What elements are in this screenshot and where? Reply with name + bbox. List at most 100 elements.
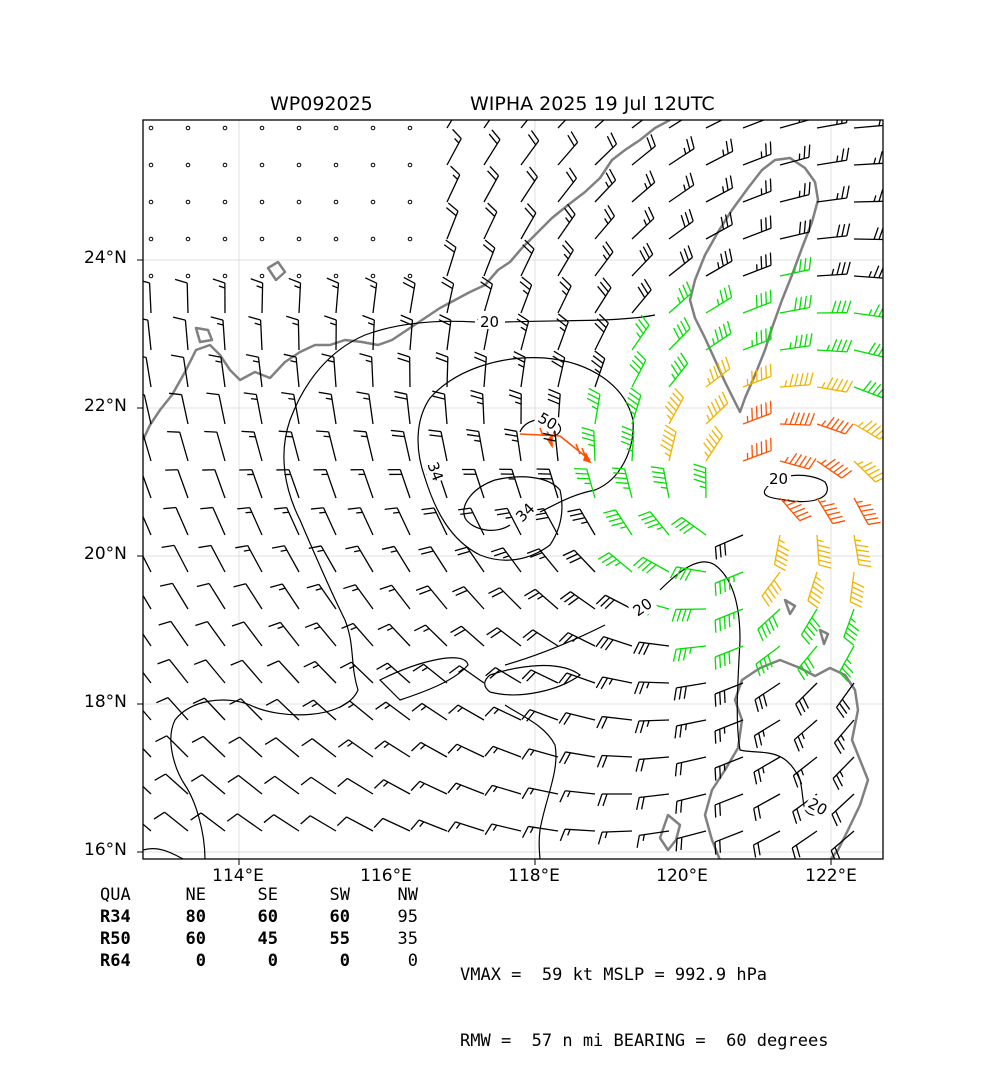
wind-barb	[630, 351, 646, 387]
wind-barb	[202, 470, 225, 498]
wind-barb	[411, 820, 447, 831]
wind-barb	[632, 315, 649, 350]
lon-label-116e: 116°E	[346, 866, 426, 886]
wind-barb	[484, 130, 500, 165]
wind-barb	[567, 509, 595, 535]
wind-barb	[743, 253, 771, 276]
wind-barb	[808, 572, 824, 608]
header-sw: SW	[278, 884, 350, 906]
wind-barb	[669, 136, 694, 165]
wind-barb	[378, 624, 410, 646]
wind-barb	[385, 508, 410, 535]
wind-barb	[715, 794, 743, 818]
wind-barb	[471, 391, 484, 424]
row-label: R50	[100, 928, 144, 950]
contour-label-34-south: 34	[512, 499, 538, 525]
calm-marker	[223, 200, 227, 204]
coastline	[143, 120, 868, 860]
wind-barb	[411, 781, 447, 794]
wind-barb	[173, 317, 188, 350]
value-nw: 35	[350, 928, 418, 950]
lat-label-24n: 24°N	[84, 248, 134, 268]
wind-barb	[169, 393, 188, 424]
wind-barb	[126, 507, 151, 535]
wind-radii-row-r34: R34 80 60 60 95	[100, 906, 418, 928]
wind-barb	[563, 550, 595, 572]
header-qua: QUA	[100, 884, 144, 906]
wind-barb	[831, 831, 854, 862]
wind-barb	[522, 788, 558, 799]
wind-barb	[447, 129, 461, 165]
calm-marker	[149, 126, 153, 130]
wind-barb	[128, 470, 151, 498]
wind-barb	[359, 354, 373, 387]
wind-barb	[488, 588, 521, 609]
wind-barb	[817, 262, 850, 276]
wind-barb	[704, 426, 723, 461]
wind-barb	[559, 673, 595, 685]
calm-marker	[149, 163, 153, 167]
wind-barb	[159, 621, 188, 646]
calm-marker	[297, 163, 301, 167]
wind-barb	[485, 707, 521, 720]
wind-barb	[669, 317, 690, 350]
wind-barb	[444, 240, 456, 276]
wind-barb	[121, 659, 151, 683]
wind-barb	[817, 110, 848, 128]
wind-barb	[595, 278, 611, 313]
wind-barb	[388, 470, 410, 498]
wind-barb	[638, 512, 669, 535]
wind-barb	[817, 417, 853, 434]
wind-barb	[442, 277, 454, 313]
wind-barb	[632, 207, 654, 239]
wind-barb	[595, 242, 613, 276]
wind-barb	[560, 791, 595, 802]
wind-barb	[833, 757, 854, 790]
wind-radii-header-row: QUA NE SE SW NW	[100, 884, 418, 906]
wind-barb	[854, 343, 890, 357]
calm-marker	[149, 237, 153, 241]
wind-barb	[521, 94, 540, 128]
wind-barb	[513, 352, 525, 387]
wind-barb	[706, 102, 733, 128]
wind-radii-row-r64: R64 0 0 0 0	[100, 950, 418, 972]
wind-barb	[632, 98, 656, 128]
wind-barb	[117, 812, 151, 831]
row-label: R34	[100, 906, 144, 928]
wind-barb	[200, 508, 225, 535]
wind-barb	[775, 535, 790, 571]
wind-barb	[755, 683, 780, 712]
wind-barb	[517, 314, 529, 350]
wind-barb	[485, 746, 521, 757]
wind-barb	[743, 105, 771, 128]
wind-barb	[669, 281, 691, 313]
wind-barb	[522, 670, 558, 683]
value-ne: 0	[144, 950, 206, 972]
wind-barb	[574, 469, 595, 498]
wind-barb	[715, 831, 743, 855]
wind-barb	[376, 702, 410, 720]
wind-barb	[264, 776, 299, 794]
wind-barb	[398, 353, 410, 387]
wind-barb	[353, 431, 373, 461]
wind-barb	[595, 205, 614, 239]
wind-barb	[313, 470, 336, 498]
wind-barb	[485, 785, 521, 795]
wind-barb	[794, 720, 817, 751]
wind-barb	[228, 775, 262, 794]
wind-barb	[694, 464, 706, 498]
wind-barb	[596, 637, 632, 650]
wind-barb	[521, 204, 536, 239]
wind-barb	[448, 783, 484, 794]
wind-barb	[754, 794, 780, 821]
wind-barb	[817, 459, 852, 478]
wind-barb	[265, 738, 299, 757]
wind-barb	[743, 142, 771, 165]
wind-barb	[854, 498, 881, 524]
wind-barb	[421, 508, 447, 535]
wind-barb	[676, 831, 706, 851]
wind-barb	[466, 430, 484, 461]
wind-barb	[559, 752, 595, 764]
contour-label-50: 50	[535, 409, 561, 434]
wind-barb	[633, 557, 669, 573]
